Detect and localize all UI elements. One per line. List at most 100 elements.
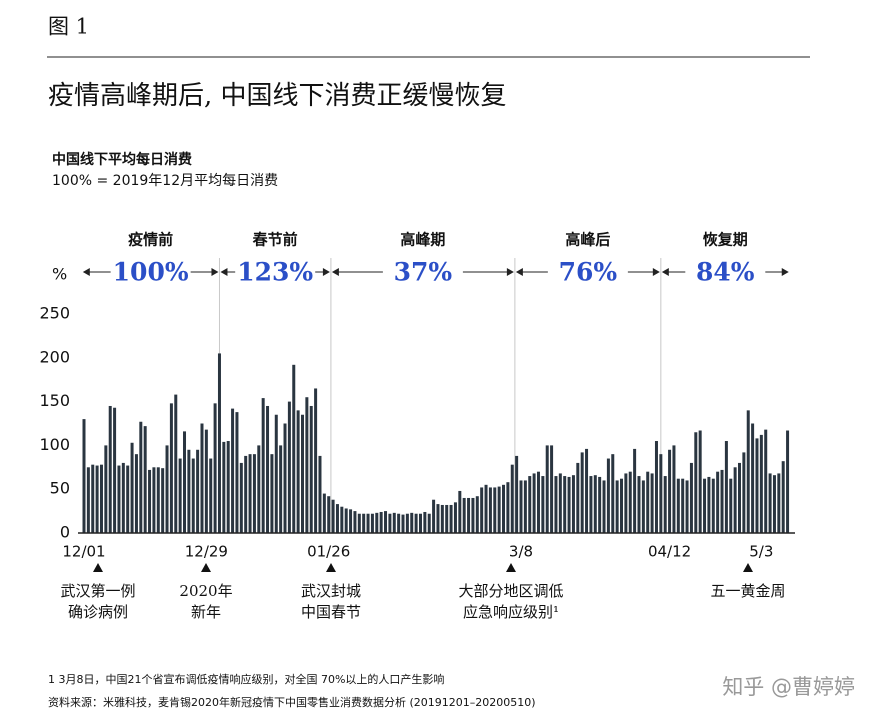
bar <box>606 458 610 533</box>
period-share: 100% <box>113 258 189 287</box>
bar <box>633 448 637 533</box>
bar <box>108 405 112 533</box>
bar <box>121 462 125 533</box>
bar <box>117 465 121 533</box>
bar <box>392 512 396 533</box>
bar <box>139 421 143 533</box>
chart-subtitle: 100% = 2019年12月平均每日消费 <box>52 173 278 189</box>
bar <box>169 403 173 533</box>
y-tick-label: 100 <box>39 435 70 454</box>
bar <box>440 504 444 533</box>
x-tick-label: 5/3 <box>749 543 773 561</box>
bar <box>148 469 152 533</box>
bar <box>209 458 213 533</box>
bar <box>305 397 309 533</box>
bar <box>222 441 226 533</box>
bar <box>746 410 750 533</box>
y-tick-label: 250 <box>39 304 70 323</box>
bar <box>488 487 492 533</box>
bar <box>650 473 654 533</box>
bar <box>462 497 466 533</box>
bar <box>217 353 221 533</box>
x-tick-label: 12/01 <box>62 543 105 561</box>
annotation: 五一黄金周 <box>710 582 785 600</box>
marker-triangle <box>201 563 211 572</box>
bar <box>252 454 256 533</box>
period-share: 76% <box>559 258 618 287</box>
bar <box>91 464 95 533</box>
bar <box>410 512 414 533</box>
bar <box>362 513 366 533</box>
period-name: 高峰后 <box>565 231 610 249</box>
bar <box>270 454 274 533</box>
footnote: 1 3月8日，中国21个省宣布调低疫情响应级别，对全国 70%以上的人口产生影响 <box>48 672 444 686</box>
bar <box>301 414 304 533</box>
bar <box>589 476 593 533</box>
bar <box>786 430 790 533</box>
bar <box>370 513 374 533</box>
label-bg <box>110 258 191 286</box>
footnote: 资料来源：米雅科技，麦肯锡2020年新冠疫情下中国零售业消费数据分析 (2019… <box>48 695 536 709</box>
bar <box>353 511 357 533</box>
x-tick-label: 3/8 <box>509 543 533 561</box>
bar <box>95 465 99 533</box>
bar <box>475 496 479 533</box>
bar <box>738 462 741 533</box>
bar <box>506 482 510 533</box>
bar <box>558 473 562 533</box>
bar <box>497 486 501 533</box>
bar <box>99 464 103 533</box>
bar <box>458 490 462 533</box>
bar <box>244 455 248 533</box>
bar <box>423 511 427 533</box>
bar <box>519 480 523 533</box>
bar <box>646 471 650 533</box>
bar <box>296 410 300 533</box>
x-tick-label: 01/26 <box>307 543 350 561</box>
bar <box>628 471 632 533</box>
y-tick-label: 50 <box>50 479 70 498</box>
bar <box>130 442 134 533</box>
period-name: 恢复期 <box>703 231 748 249</box>
bar <box>331 499 335 533</box>
bar <box>541 476 545 533</box>
period-name: 春节前 <box>253 231 298 249</box>
x-tick-label: 04/12 <box>648 543 691 561</box>
bar <box>716 471 720 533</box>
bar <box>567 476 571 533</box>
bar <box>143 426 147 533</box>
bar <box>663 476 667 533</box>
bar <box>152 467 156 533</box>
bar <box>82 419 86 533</box>
bar <box>550 445 554 533</box>
headline: 疫情高峰期后, 中国线下消费正缓慢恢复 <box>48 81 507 111</box>
bar <box>576 462 580 533</box>
label-bg <box>235 258 316 286</box>
bar <box>174 394 178 533</box>
bar <box>274 414 278 533</box>
bar <box>545 445 549 533</box>
bar <box>340 506 344 533</box>
bar <box>183 431 187 533</box>
bar <box>694 432 698 533</box>
bar <box>432 499 436 533</box>
bar <box>615 480 619 533</box>
bar <box>388 513 392 533</box>
bar <box>685 480 689 533</box>
bar <box>344 508 348 533</box>
bar <box>641 480 645 533</box>
bar <box>480 487 484 533</box>
bar <box>510 464 514 533</box>
bar <box>327 496 331 533</box>
bar <box>698 430 702 533</box>
period-share: 123% <box>237 258 313 287</box>
bar <box>322 493 326 533</box>
bar <box>231 408 235 533</box>
bar <box>165 445 169 533</box>
bar <box>720 469 724 533</box>
bar <box>672 445 676 533</box>
bar <box>161 468 165 533</box>
bar <box>405 513 409 533</box>
label-bg <box>382 258 463 286</box>
